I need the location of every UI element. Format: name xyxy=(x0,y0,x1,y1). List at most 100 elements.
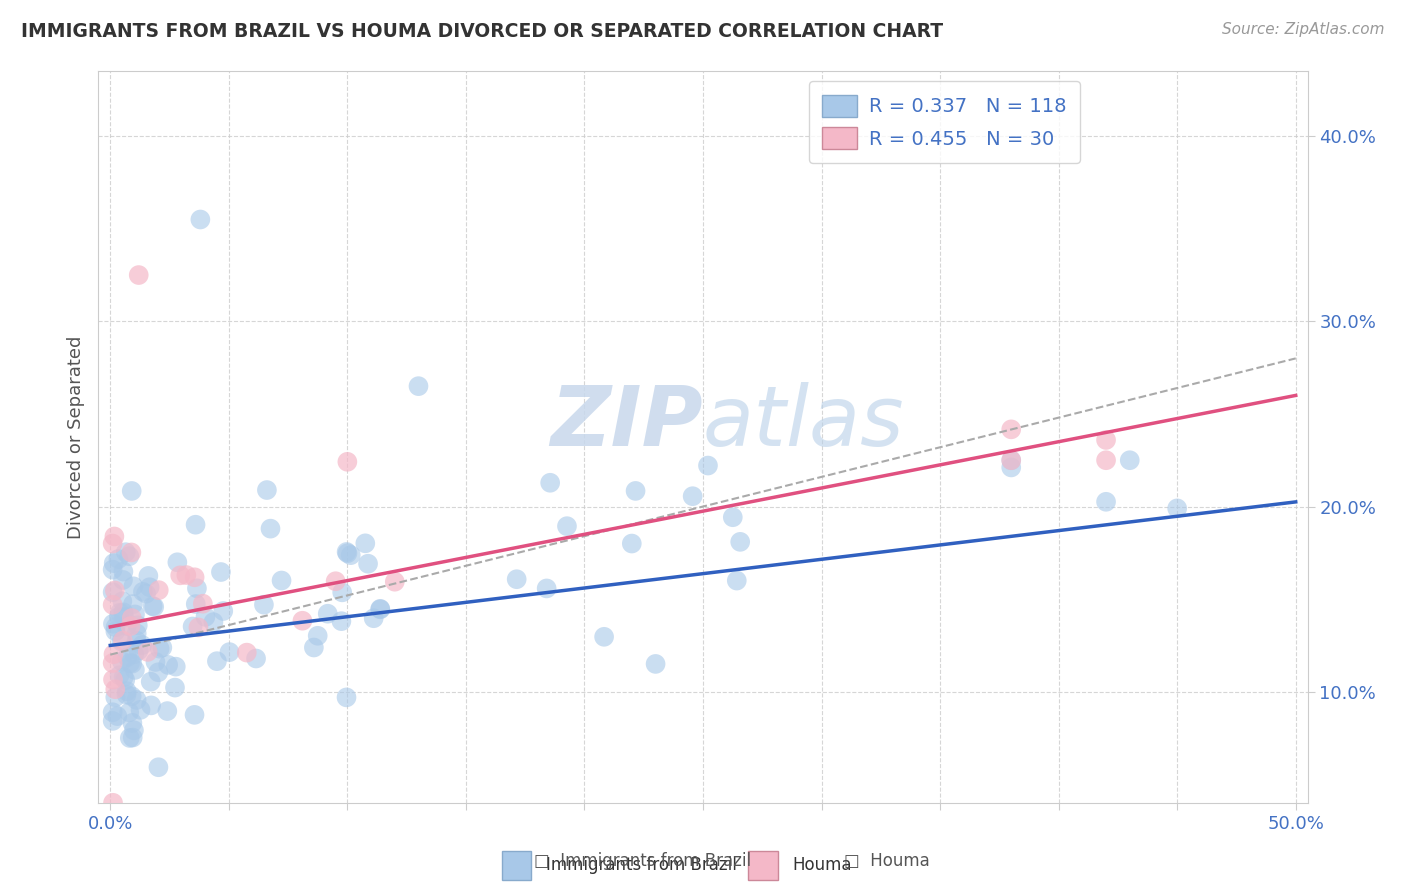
Point xyxy=(256,483,278,497)
Point xyxy=(120,619,142,633)
Point xyxy=(120,545,142,559)
Point xyxy=(105,709,128,723)
Point xyxy=(166,555,188,569)
Point xyxy=(157,657,180,672)
Text: □  Houma: □ Houma xyxy=(844,852,929,870)
Point xyxy=(124,663,146,677)
Point xyxy=(302,640,325,655)
Point xyxy=(183,570,205,584)
Point xyxy=(121,483,143,498)
Point xyxy=(104,624,127,639)
Point xyxy=(1166,501,1188,516)
Point xyxy=(186,582,208,596)
Point xyxy=(111,654,134,668)
FancyBboxPatch shape xyxy=(502,851,531,880)
Point xyxy=(253,598,276,612)
Point xyxy=(132,584,155,599)
Point xyxy=(138,569,160,583)
Point xyxy=(184,597,207,611)
Point xyxy=(150,640,173,655)
Point xyxy=(236,646,259,660)
Point xyxy=(205,654,228,668)
Point xyxy=(125,626,148,640)
Point xyxy=(505,572,527,586)
Point xyxy=(725,574,748,588)
Point xyxy=(139,698,162,713)
Point xyxy=(103,647,125,661)
Point xyxy=(103,556,125,570)
Point xyxy=(103,529,125,543)
Point xyxy=(644,657,666,671)
Text: atlas: atlas xyxy=(703,382,904,463)
Point xyxy=(101,796,124,810)
Point xyxy=(245,651,267,665)
Point xyxy=(128,643,150,657)
Point xyxy=(190,212,212,227)
Point xyxy=(104,682,127,697)
Point xyxy=(149,641,172,656)
Point xyxy=(357,557,380,571)
Point xyxy=(187,620,209,634)
Point xyxy=(142,599,165,614)
Point xyxy=(209,565,232,579)
Point xyxy=(1095,453,1118,467)
Point xyxy=(384,574,406,589)
Point xyxy=(108,610,131,624)
Point xyxy=(104,690,127,705)
Point xyxy=(121,689,143,703)
Point xyxy=(538,475,561,490)
Point xyxy=(194,610,217,624)
Point xyxy=(108,668,131,682)
Point xyxy=(176,568,198,582)
Point xyxy=(104,583,127,598)
Point xyxy=(127,618,149,632)
Point xyxy=(121,715,143,730)
Point xyxy=(121,657,143,671)
Point xyxy=(122,579,145,593)
Point xyxy=(111,594,134,608)
Point xyxy=(124,647,146,661)
Point xyxy=(145,655,167,669)
Point xyxy=(330,614,353,628)
Point xyxy=(191,597,214,611)
Text: Immigrants from Brazil: Immigrants from Brazil xyxy=(546,856,737,874)
Point xyxy=(169,568,191,582)
Point xyxy=(325,574,347,589)
Point xyxy=(122,723,145,738)
Point xyxy=(1095,495,1118,509)
Point xyxy=(121,611,143,625)
Point xyxy=(117,650,139,665)
Point xyxy=(143,599,166,614)
Point xyxy=(101,673,124,687)
Point xyxy=(104,620,127,634)
Point xyxy=(111,633,134,648)
Point xyxy=(112,670,135,684)
Y-axis label: Divorced or Separated: Divorced or Separated xyxy=(66,335,84,539)
Point xyxy=(118,656,141,670)
FancyBboxPatch shape xyxy=(748,851,778,880)
Point xyxy=(101,705,124,719)
Point xyxy=(115,688,138,702)
Point xyxy=(107,552,129,566)
Point xyxy=(129,703,152,717)
Point xyxy=(131,638,153,652)
Point xyxy=(336,545,359,559)
Point xyxy=(555,519,578,533)
Point xyxy=(363,611,385,625)
Point xyxy=(1000,460,1022,475)
Point xyxy=(138,580,160,594)
Point xyxy=(101,598,124,612)
Point xyxy=(108,606,131,620)
Point xyxy=(202,615,225,629)
Point xyxy=(101,536,124,550)
Point xyxy=(148,665,170,680)
Point xyxy=(307,629,329,643)
Point xyxy=(112,606,135,620)
Point xyxy=(339,548,361,562)
Point xyxy=(184,517,207,532)
Point xyxy=(270,574,292,588)
Point xyxy=(139,674,162,689)
Point xyxy=(728,534,751,549)
Point xyxy=(1095,433,1118,447)
Point xyxy=(124,607,146,622)
